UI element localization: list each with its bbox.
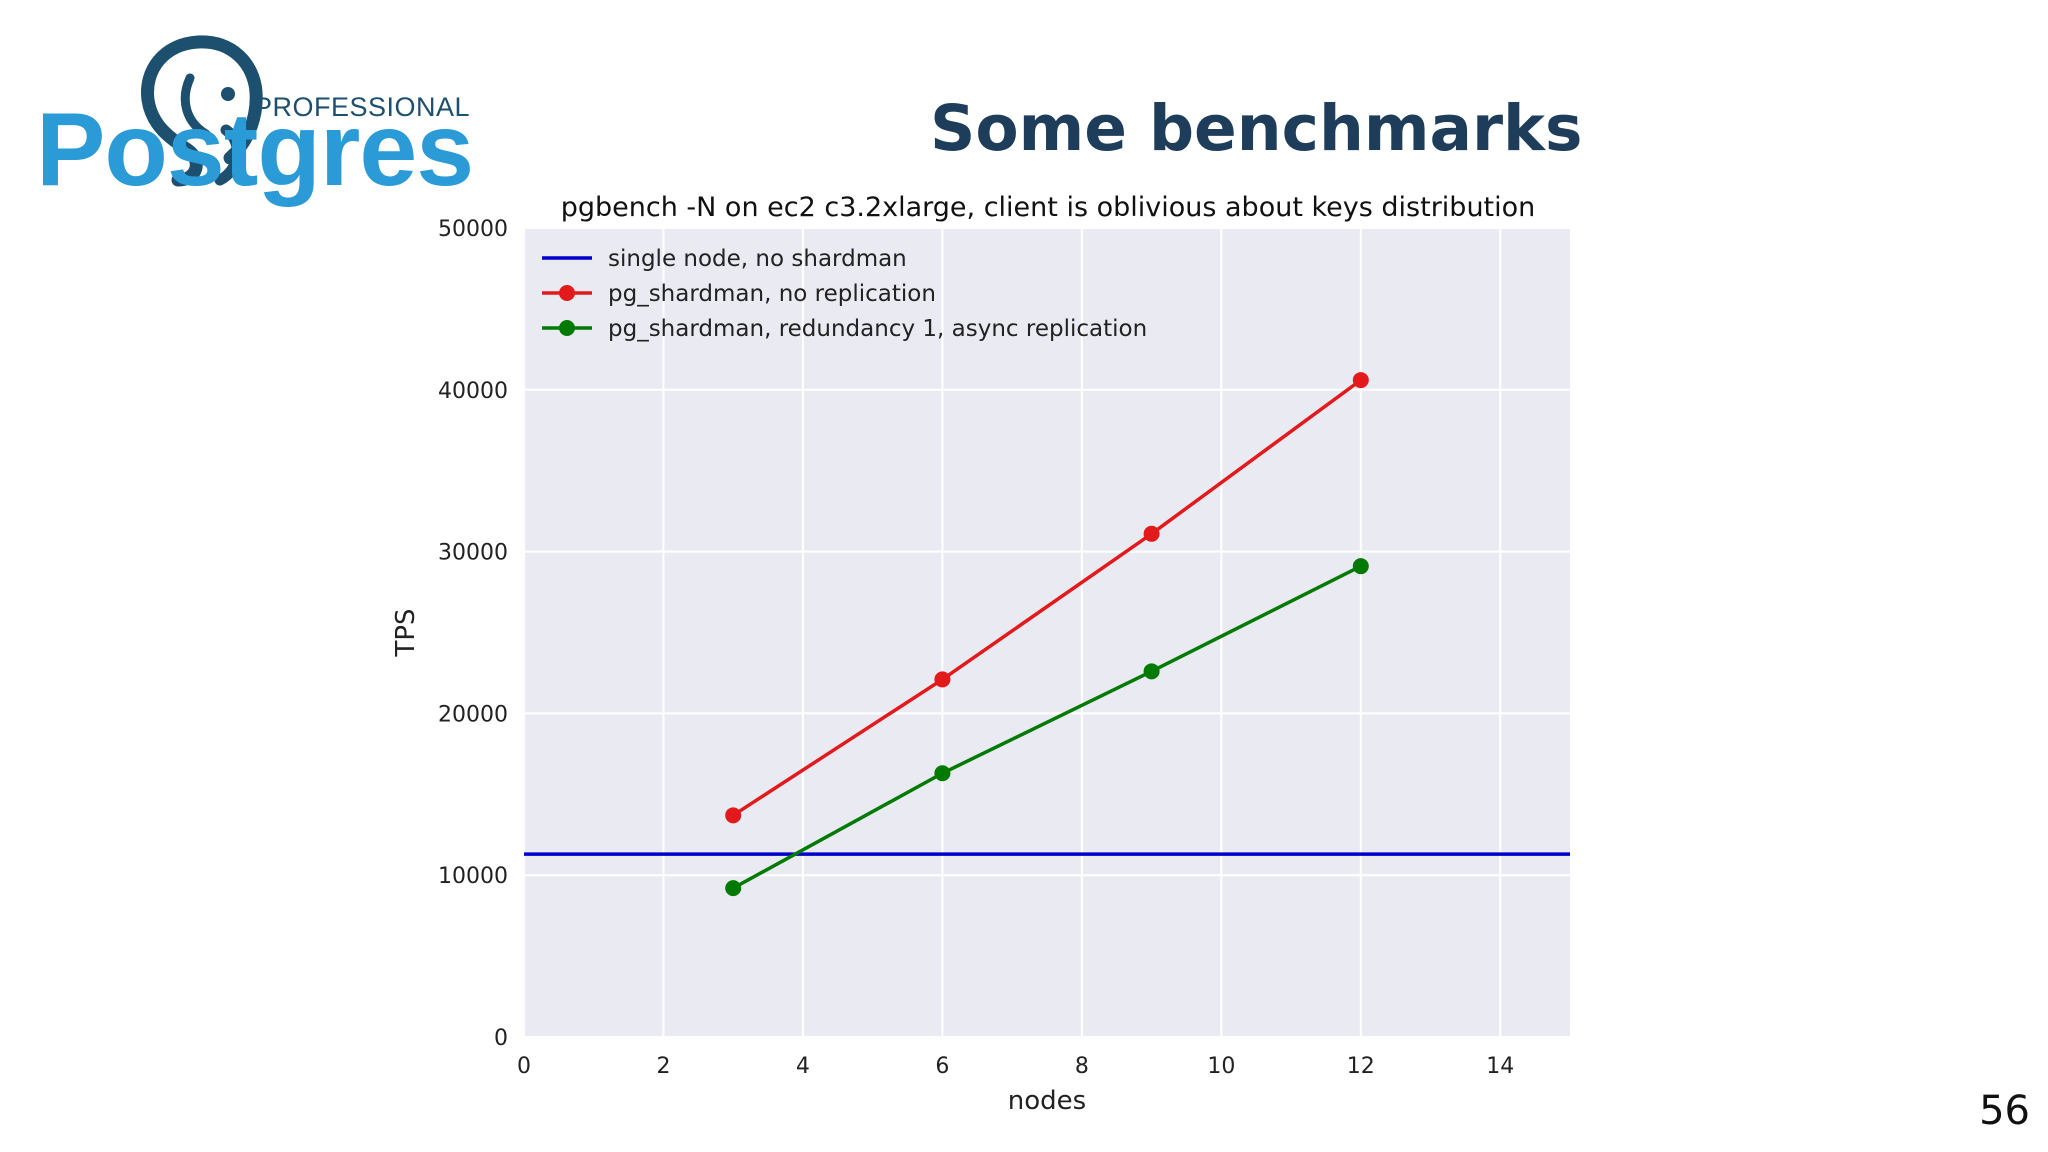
data-point [934,765,951,782]
legend-entry: pg_shardman, redundancy 1, async replica… [608,316,1147,342]
logo-wordmark: Postgres [36,92,474,208]
data-point [1352,372,1369,389]
x-tick-label: 0 [517,1054,531,1079]
logo-tagline: PROFESSIONAL [254,92,471,122]
x-tick-label: 14 [1486,1054,1514,1079]
legend-marker [559,285,575,301]
x-tick-label: 10 [1207,1054,1235,1079]
series-line-2 [732,564,1362,890]
y-tick-label: 30000 [438,541,508,566]
legend-entry: single node, no shardman [608,246,907,272]
legend-marker [559,320,575,336]
x-axis-label: nodes [1008,1086,1086,1116]
x-tick-label: 8 [1075,1054,1089,1079]
x-tick-label: 4 [796,1054,810,1079]
x-tick-label: 6 [935,1054,949,1079]
data-point [1352,558,1369,575]
postgres-professional-logo: PROFESSIONAL Postgres [30,30,474,220]
data-point [725,880,742,897]
y-tick-label: 0 [494,1026,508,1051]
data-point [934,671,951,688]
x-tick-label: 2 [656,1054,670,1079]
chart-title: pgbench -N on ec2 c3.2xlarge, client is … [561,192,1536,223]
data-point [725,807,742,824]
y-axis-label: TPS [391,608,421,657]
elephant-icon [141,35,263,187]
data-point [1143,663,1160,680]
y-tick-label: 10000 [438,864,508,889]
data-point [1143,525,1160,542]
legend-entry: pg_shardman, no replication [608,281,936,307]
y-tick-label: 20000 [438,702,508,727]
x-tick-label: 12 [1347,1054,1375,1079]
plot-area [524,228,1570,1037]
series-line-1 [732,378,1362,817]
y-tick-label: 50000 [438,217,508,242]
y-tick-label: 40000 [438,379,508,404]
slide-title: Some benchmarks [930,92,1583,165]
page-number: 56 [1979,1088,2030,1134]
